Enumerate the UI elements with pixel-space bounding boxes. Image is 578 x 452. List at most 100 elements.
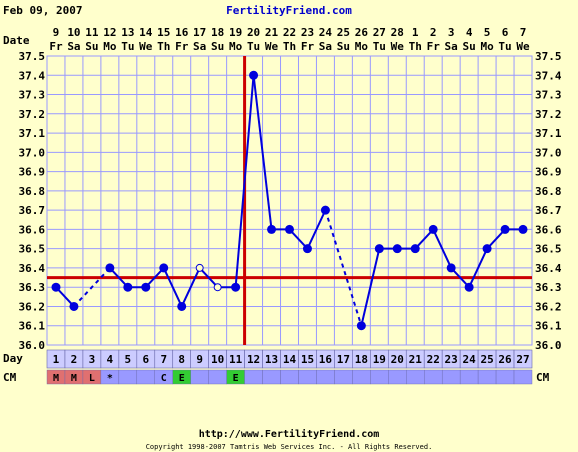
- x-date-label: 16: [175, 26, 189, 39]
- temp-segment: [162, 267, 183, 307]
- temp-point: [500, 224, 510, 234]
- y-tick-label-left: 36.3: [19, 281, 46, 294]
- y-tick-label-left: 36.8: [19, 185, 46, 198]
- cm-cell: [370, 369, 389, 385]
- cycle-day-label: 1: [53, 353, 60, 366]
- cm-cell: [334, 369, 353, 385]
- temp-point: [482, 244, 492, 254]
- cycle-day-label: 12: [247, 353, 260, 366]
- footer-url[interactable]: http://www.FertilityFriend.com: [199, 428, 380, 440]
- cycle-day-label: 24: [463, 353, 477, 366]
- x-weekday-label: We: [516, 40, 530, 53]
- temp-point: [518, 224, 528, 234]
- x-weekday-label: Mo: [229, 40, 243, 53]
- date-row-label: Date: [3, 34, 30, 47]
- x-weekday-label: We: [391, 40, 405, 53]
- temp-point-discarded: [213, 283, 222, 292]
- x-weekday-label: Mo: [480, 40, 494, 53]
- temp-point: [69, 301, 79, 311]
- temp-point: [159, 263, 169, 273]
- temp-point: [428, 224, 438, 234]
- cm-cell: [352, 369, 371, 385]
- y-tick-label-left: 36.4: [19, 262, 46, 275]
- x-date-label: 13: [121, 26, 134, 39]
- cm-cell: [459, 369, 479, 385]
- cm-cell: [136, 369, 155, 385]
- cycle-day-label: 10: [211, 353, 224, 366]
- cycle-day-label: 25: [480, 353, 493, 366]
- x-weekday-label: Su: [211, 40, 224, 53]
- cycle-day-label: 23: [445, 353, 458, 366]
- x-date-label: 20: [247, 26, 260, 39]
- x-weekday-label: Th: [283, 40, 296, 53]
- cm-cell: [477, 369, 497, 385]
- y-tick-label-right: 36.3: [535, 281, 562, 294]
- x-date-label: 7: [520, 26, 527, 39]
- day-row-label: Day: [3, 352, 23, 365]
- x-weekday-label: Tu: [373, 40, 386, 53]
- temp-point: [320, 205, 330, 215]
- cm-label: E: [179, 373, 185, 384]
- x-date-label: 3: [448, 26, 455, 39]
- y-tick-label-right: 36.2: [535, 300, 562, 313]
- cycle-day-label: 13: [265, 353, 278, 366]
- y-tick-label-left: 37.3: [19, 89, 46, 102]
- y-tick-label-right: 36.8: [535, 185, 562, 198]
- cycle-day-label: 3: [89, 353, 96, 366]
- temp-segment: [252, 75, 273, 230]
- cm-cell: [244, 369, 263, 385]
- date-header: 9Fr10Sa11Su12Mo13Tu14We15Th16Fr17Sa18Su1…: [49, 26, 530, 53]
- cm-cell: [388, 369, 407, 385]
- y-tick-label-left: 37.0: [19, 146, 46, 159]
- plot-area: [46, 55, 533, 346]
- cm-label: C: [161, 373, 167, 384]
- temp-segment: [306, 209, 327, 250]
- site-title[interactable]: FertilityFriend.com: [226, 4, 352, 17]
- cycle-day-label: 15: [301, 353, 314, 366]
- temp-point: [374, 244, 384, 254]
- y-tick-label-right: 37.4: [535, 69, 562, 82]
- temp-point: [464, 282, 474, 292]
- cycle-day-label: 14: [283, 353, 297, 366]
- x-date-label: 28: [391, 26, 404, 39]
- y-tick-label-left: 36.7: [19, 204, 46, 217]
- cycle-day-label: 4: [107, 353, 114, 366]
- cycle-day-label: 26: [498, 353, 512, 366]
- x-weekday-label: Mo: [355, 40, 369, 53]
- x-date-label: 18: [211, 26, 224, 39]
- temperature-series: [51, 70, 528, 331]
- cm-cell: [262, 369, 281, 385]
- cm-row-label-left: CM: [3, 371, 17, 384]
- x-date-label: 25: [337, 26, 350, 39]
- cm-row-label-right: CM: [536, 371, 550, 384]
- temp-point: [285, 224, 294, 234]
- x-date-label: 24: [319, 26, 333, 39]
- cycle-day-label: 2: [71, 353, 78, 366]
- x-weekday-label: Mo: [103, 40, 117, 53]
- cm-label: *: [107, 373, 113, 384]
- y-tick-label-left: 36.0: [19, 339, 46, 352]
- y-tick-label-right: 37.3: [535, 89, 562, 102]
- x-weekday-label: Sa: [67, 40, 80, 53]
- cycle-day-label: 5: [125, 353, 132, 366]
- temp-point: [356, 321, 366, 331]
- temp-segment: [432, 228, 453, 269]
- y-tick-label-right: 36.7: [535, 204, 562, 217]
- y-tick-label-right: 37.2: [535, 108, 562, 121]
- x-weekday-label: Fr: [49, 40, 63, 53]
- temp-point: [123, 282, 133, 292]
- temp-point: [177, 301, 187, 311]
- temp-point: [302, 244, 312, 254]
- y-tick-label-left: 37.4: [19, 69, 46, 82]
- cycle-day-label: 9: [196, 353, 203, 366]
- temp-segment: [198, 267, 219, 288]
- x-weekday-label: Su: [337, 40, 350, 53]
- cm-cell: [513, 369, 533, 385]
- x-date-label: 10: [67, 26, 80, 39]
- x-date-label: 1: [412, 26, 419, 39]
- cycle-day-label: 27: [516, 353, 529, 366]
- cm-cell: [495, 369, 515, 385]
- cycle-day-label: 20: [391, 353, 404, 366]
- temp-point: [446, 263, 456, 273]
